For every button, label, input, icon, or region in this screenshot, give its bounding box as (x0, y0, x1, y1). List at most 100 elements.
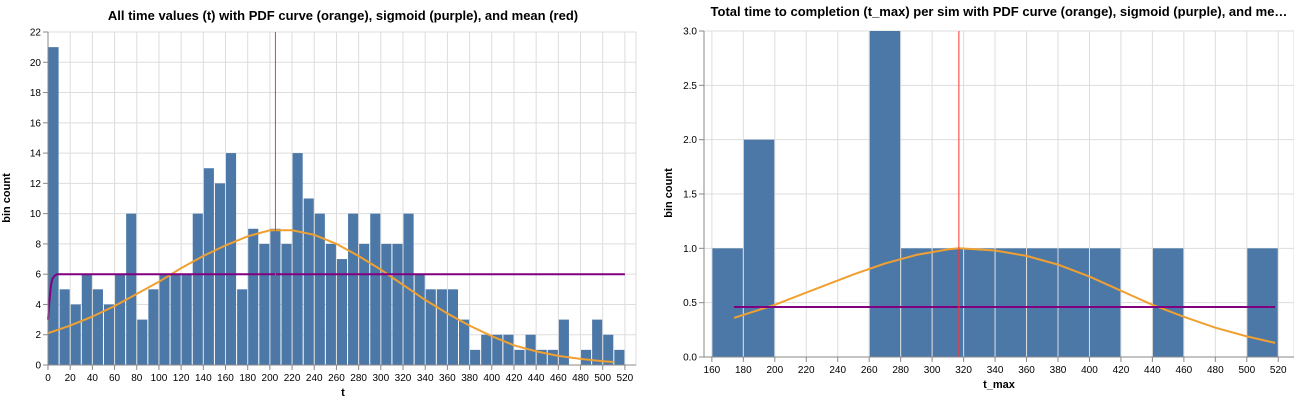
x-tick-label: 160 (704, 365, 721, 376)
x-tick-label: 380 (1050, 365, 1067, 376)
histogram-bar (103, 304, 115, 365)
x-tick-label: 80 (131, 373, 143, 384)
histogram-bar (348, 213, 359, 365)
histogram-bar (1247, 248, 1278, 357)
histogram-bar (148, 289, 159, 365)
x-tick-label: 200 (766, 365, 783, 376)
x-tick-label: 320 (395, 373, 412, 384)
histogram-bar (281, 243, 292, 365)
chart-title: Total time to completion (t_max) per sim… (711, 4, 1288, 19)
histogram-bar (481, 334, 492, 365)
y-tick-label: 22 (30, 28, 42, 39)
histogram-bar (381, 243, 392, 365)
histogram-bar (492, 334, 503, 365)
y-tick-label: 10 (30, 209, 42, 220)
x-axis-title: t_max (983, 379, 1016, 391)
y-tick-label: 20 (30, 58, 42, 69)
x-tick-label: 440 (528, 373, 545, 384)
x-tick-label: 300 (372, 373, 389, 384)
histogram-bar (237, 289, 248, 365)
y-axis-title: bin count (1, 173, 13, 223)
y-tick-label: 2 (35, 330, 41, 341)
chart-total-time-to-completion: Total time to completion (t_max) per sim… (663, 4, 1294, 391)
x-tick-label: 480 (572, 373, 589, 384)
y-tick-label: 6 (35, 270, 41, 281)
histogram-bar (248, 228, 259, 365)
x-axis-title: t (341, 387, 345, 399)
histogram-bar (48, 47, 59, 366)
x-tick-label: 360 (1018, 365, 1035, 376)
y-tick-label: 1.5 (683, 190, 697, 201)
x-tick-label: 220 (798, 365, 815, 376)
chart-title: All time values (t) with PDF curve (oran… (108, 8, 578, 23)
x-tick-label: 340 (987, 365, 1004, 376)
histogram-bar (1152, 248, 1184, 357)
histogram-bar (1089, 248, 1121, 357)
x-tick-label: 20 (65, 373, 77, 384)
y-tick-label: 1.0 (683, 244, 697, 255)
histogram-bar (1058, 248, 1089, 357)
x-tick-label: 220 (284, 373, 301, 384)
histogram-bar (336, 259, 348, 365)
histogram-bar (370, 213, 381, 365)
x-tick-label: 180 (239, 373, 256, 384)
pdf-curve (733, 247, 1276, 344)
plot-area: 160 180 200 220 240 260 280 300 320 340 360 380 400 4… (683, 27, 1294, 376)
histogram-bar (447, 289, 458, 365)
histogram-bar (259, 243, 270, 365)
x-tick-label: 40 (87, 373, 99, 384)
histogram-bar (514, 349, 525, 365)
histogram-bar (126, 213, 137, 365)
histogram-bar (614, 349, 625, 365)
y-tick-label: 14 (30, 149, 42, 160)
x-tick-label: 460 (1176, 365, 1193, 376)
x-tick-label: 420 (1113, 365, 1130, 376)
histogram-bar (869, 31, 901, 357)
chart-all-time-values: All time values (t) with PDF curve (oran… (1, 8, 637, 399)
y-tick-label: 0 (35, 361, 41, 372)
x-tick-label: 460 (550, 373, 567, 384)
x-tick-label: 140 (195, 373, 212, 384)
histogram-bar (414, 274, 425, 365)
histogram-bar (192, 213, 203, 365)
y-tick-label: 2.0 (683, 135, 697, 146)
histogram-bar (558, 319, 569, 365)
x-tick-label: 200 (262, 373, 279, 384)
x-tick-label: 120 (173, 373, 190, 384)
x-tick-label: 520 (1270, 365, 1287, 376)
x-tick-label: 400 (1081, 365, 1098, 376)
histogram-bar (995, 248, 1027, 357)
histogram-bar (115, 274, 126, 365)
x-tick-label: 520 (617, 373, 634, 384)
histogram-bar (470, 349, 481, 365)
x-tick-label: 440 (1144, 365, 1161, 376)
histogram-bar (592, 319, 603, 365)
y-axis-title: bin count (663, 168, 675, 218)
histogram-bar (743, 139, 775, 357)
x-tick-label: 320 (955, 365, 972, 376)
histogram-bar (170, 274, 181, 365)
histogram-bar (1027, 248, 1058, 357)
histogram-bar (203, 168, 214, 365)
y-tick-label: 0.5 (683, 298, 697, 309)
x-tick-label: 240 (306, 373, 323, 384)
x-tick-label: 300 (924, 365, 941, 376)
y-tick-label: 18 (30, 88, 42, 99)
x-tick-label: 180 (735, 365, 752, 376)
x-tick-label: 100 (151, 373, 168, 384)
histogram-bar (292, 153, 303, 365)
histogram-bar (159, 274, 170, 365)
x-tick-label: 400 (483, 373, 500, 384)
histogram-bar (547, 349, 558, 365)
y-tick-label: 16 (30, 118, 42, 129)
histogram-bar (325, 243, 336, 365)
y-tick-label: 8 (35, 239, 41, 250)
pdf-curve (47, 229, 614, 363)
histogram-bar (603, 334, 614, 365)
y-tick-label: 0.0 (683, 353, 697, 364)
x-tick-label: 480 (1207, 365, 1224, 376)
x-tick-label: 360 (439, 373, 456, 384)
histogram-bar (901, 248, 932, 357)
x-tick-label: 60 (109, 373, 121, 384)
sigmoid-curve (47, 273, 625, 320)
